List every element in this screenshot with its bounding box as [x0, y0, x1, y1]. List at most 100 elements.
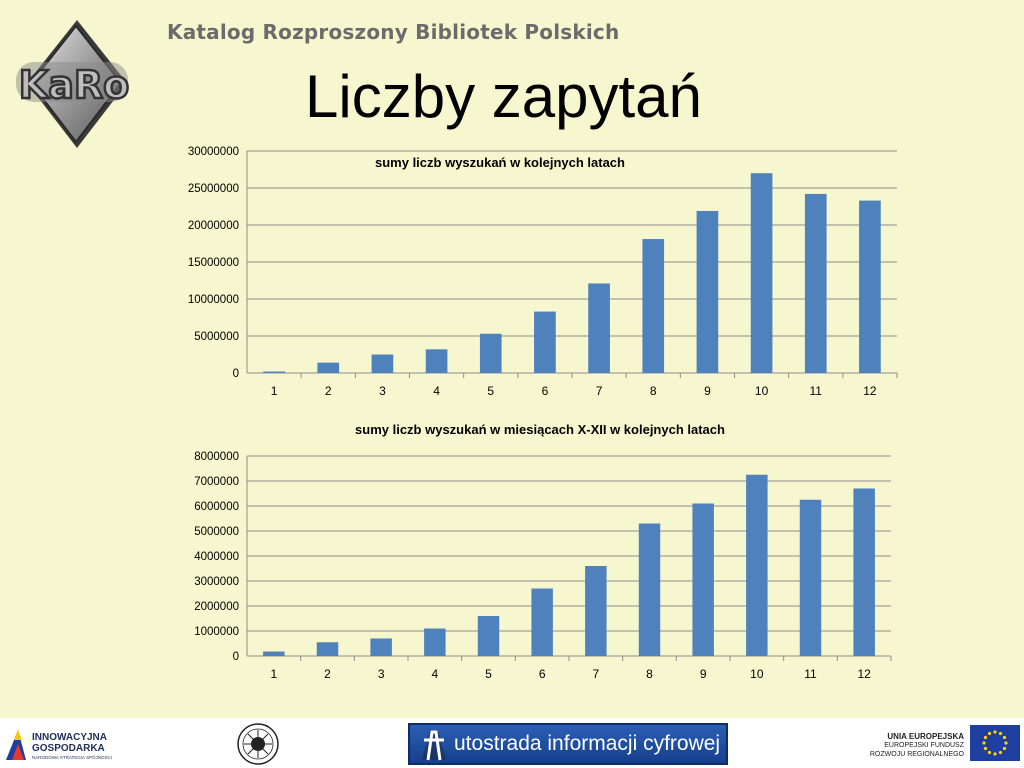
- eu-line1: UNIA EUROPEJSKA: [887, 732, 964, 741]
- bar: [638, 523, 661, 656]
- eu-star-icon: [993, 752, 997, 756]
- eu-star-icon: [1002, 735, 1007, 740]
- ig-emblem-icon: [6, 730, 26, 760]
- eu-star-icon: [998, 731, 1003, 736]
- x-tick-label: 11: [804, 667, 817, 681]
- bar: [696, 210, 719, 373]
- x-tick-label: 10: [750, 667, 764, 681]
- x-tick-label: 2: [325, 384, 332, 398]
- x-tick-label: 9: [700, 667, 707, 681]
- bar: [370, 638, 392, 656]
- highway-road-icon: [422, 730, 446, 761]
- x-tick-label: 11: [810, 384, 823, 398]
- x-tick-label: 5: [485, 667, 492, 681]
- bar: [531, 588, 553, 656]
- eu-star-icon: [993, 730, 997, 734]
- x-tick-label: 6: [542, 384, 549, 398]
- y-tick-label: 25000000: [188, 183, 239, 195]
- x-tick-label: 1: [271, 384, 278, 398]
- bar: [585, 566, 607, 656]
- page-title: Liczby zapytań: [305, 63, 702, 130]
- y-tick-label: 10000000: [188, 294, 239, 306]
- y-tick-label: 4000000: [194, 551, 239, 563]
- eu-star-icon: [998, 750, 1003, 755]
- ig-line1: INNOWACYJNA: [32, 732, 108, 743]
- bar: [424, 628, 446, 656]
- x-tick-label: 7: [592, 667, 599, 681]
- eu-star-icon: [983, 735, 988, 740]
- bar: [799, 499, 822, 656]
- bar: [746, 474, 768, 656]
- y-tick-label: 0: [233, 651, 239, 663]
- bar: [750, 173, 773, 373]
- bar: [804, 193, 827, 373]
- ig-line2: GOSPODARKA: [32, 743, 105, 754]
- eu-flag-icon: [970, 725, 1020, 761]
- karo-logo: KaRo: [16, 20, 130, 148]
- y-tick-label: 5000000: [194, 331, 239, 343]
- x-tick-label: 10: [755, 384, 769, 398]
- y-tick-label: 3000000: [194, 576, 239, 588]
- x-tick-label: 8: [650, 384, 657, 398]
- logo-text: KaRo: [19, 63, 129, 107]
- eu-line3: ROZWOJU REGIONALNEGO: [869, 751, 964, 758]
- chart-title: sumy liczb wyszukań w kolejnych latach: [375, 155, 625, 170]
- highway-text: utostrada informacji cyfrowej: [454, 732, 721, 755]
- x-tick-label: 6: [539, 667, 546, 681]
- y-tick-label: 1000000: [194, 626, 239, 638]
- x-tick-label: 4: [433, 384, 440, 398]
- innowacyjna-gospodarka-logo: INNOWACYJNA GOSPODARKA NARODOWA STRATEGI…: [4, 726, 134, 766]
- y-tick-label: 0: [233, 368, 239, 380]
- x-tick-label: 12: [857, 667, 871, 681]
- x-tick-label: 9: [704, 384, 711, 398]
- bar: [371, 354, 394, 373]
- eu-star-icon: [1004, 741, 1008, 745]
- eu-star-icon: [1002, 746, 1007, 751]
- catalog-name: Katalog Rozproszony Bibliotek Polskich: [167, 20, 620, 44]
- x-tick-label: 5: [487, 384, 494, 398]
- bar: [477, 616, 500, 656]
- bar: [588, 283, 610, 373]
- x-tick-label: 4: [431, 667, 438, 681]
- chart-q4-searches: 0 1000000 2000000 3000000 4000000 5000000 6000…: [0, 415, 1024, 695]
- x-tick-label: 3: [379, 384, 386, 398]
- y-tick-label: 15000000: [188, 257, 239, 269]
- autostrada-banner: utostrada informacji cyfrowej: [408, 723, 728, 765]
- eu-star-icon: [983, 746, 988, 751]
- y-tick-label: 30000000: [188, 146, 239, 158]
- x-tick-label: 2: [324, 667, 331, 681]
- bar: [479, 333, 502, 373]
- eu-line2: EUROPEJSKI FUNDUSZ: [884, 742, 964, 749]
- bar: [317, 362, 340, 373]
- x-tick-label: 8: [646, 667, 653, 681]
- y-tick-label: 5000000: [194, 526, 239, 538]
- chart-yearly-searches: 0 5000000 10000000 15000000 20000000 25000000…: [0, 140, 1024, 410]
- eu-star-icon: [987, 750, 992, 755]
- bar: [692, 503, 714, 656]
- x-tick-label: 12: [863, 384, 877, 398]
- eu-star-icon: [987, 731, 992, 736]
- x-tick-label: 1: [270, 667, 277, 681]
- bar: [425, 349, 448, 373]
- eu-star-icon: [982, 741, 986, 745]
- bar: [263, 371, 285, 373]
- x-tick-label: 7: [596, 384, 603, 398]
- eu-text: UNIA EUROPEJSKA EUROPEJSKI FUNDUSZ ROZWO…: [870, 732, 964, 759]
- ig-line3: NARODOWA STRATEGIA SPÓJNOŚCI: [32, 755, 113, 760]
- y-tick-label: 20000000: [188, 220, 239, 232]
- chart-yearly-svg: 0 5000000 10000000 15000000 20000000 25000000…: [188, 146, 898, 398]
- bar: [316, 642, 339, 656]
- y-tick-label: 6000000: [194, 501, 239, 513]
- footer-logos: INNOWACYJNA GOSPODARKA NARODOWA STRATEGI…: [0, 718, 1024, 768]
- bar: [534, 311, 556, 373]
- bar: [642, 239, 665, 373]
- university-seal-icon: [237, 723, 279, 765]
- y-tick-label: 2000000: [194, 601, 239, 613]
- y-tick-label: 8000000: [194, 451, 239, 463]
- bar: [859, 200, 881, 373]
- bar: [853, 488, 875, 656]
- y-tick-label: 7000000: [194, 476, 239, 488]
- chart-q4-svg: 0 1000000 2000000 3000000 4000000 5000000 6000…: [194, 422, 892, 681]
- x-tick-label: 3: [378, 667, 385, 681]
- bar: [263, 651, 285, 656]
